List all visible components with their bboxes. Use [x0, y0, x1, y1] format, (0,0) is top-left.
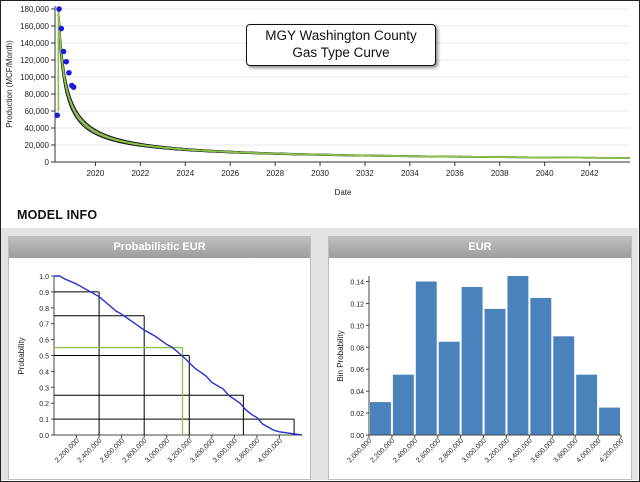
probabilistic-eur-chart: 0.0 0.1 0.2 0.3 0.4 0.5 0.6 0.7 0.8 0.9 1.0 2,200,…: [17, 274, 303, 464]
eur-y-tick-label: 0.08: [350, 345, 364, 352]
eur-bar: [370, 402, 391, 435]
type-curve-x-tick-label: 2028: [266, 169, 284, 178]
eur-y-tick-label: 0.14: [350, 279, 364, 286]
prob-y-tick-label: 0.3: [39, 385, 49, 392]
eur-y-tick-label: 0.02: [350, 411, 364, 418]
type-curve-y-tick-label: 0: [45, 158, 50, 167]
prob-y-tick-label: 0.1: [39, 417, 49, 424]
eur-y-tick-label: 0.12: [350, 301, 364, 308]
chart-title-line1: MGY Washington County: [265, 28, 417, 43]
type-curve-chart: 0 20,000 40,000 60,000 80,000 100,000 120,000 1…: [5, 5, 630, 197]
probability-curve: [54, 275, 303, 436]
type-curve-x-tick-label: 2038: [491, 169, 509, 178]
eur-bar: [415, 281, 437, 435]
eur-x-tick-label: 4,200,000: [598, 437, 625, 464]
type-curve-x-tick-label: 2032: [356, 169, 374, 178]
prob-y-tick-label: 0.8: [39, 306, 49, 313]
type-curve-data-point: [60, 48, 67, 55]
probabilistic-eur-header: Probabilistic EUR: [9, 237, 310, 258]
type-curve-x-label: Date: [335, 188, 352, 197]
prob-guide-lines: [54, 291, 295, 435]
eur-bar: [530, 297, 552, 435]
type-curve-y-tick-label: 60,000: [25, 107, 50, 116]
type-curve-x-tick-label: 2030: [311, 169, 329, 178]
eur-bar: [599, 407, 620, 435]
type-curve-x-tick-label: 2026: [221, 169, 239, 178]
type-curve-y-tick-label: 140,000: [20, 39, 49, 48]
prob-y-label: Probability: [17, 337, 26, 374]
prob-y-ticks: 0.0 0.1 0.2 0.3 0.4 0.5 0.6 0.7 0.8 0.9 1.0: [39, 274, 54, 440]
eur-y-tick-label: 0.10: [350, 323, 364, 330]
eur-y-tick-label: 0.00: [350, 433, 364, 440]
eur-bar: [484, 308, 506, 435]
eur-bar: [392, 374, 414, 435]
probabilistic-eur-panel: Probabilistic EUR 0.0 0.1 0.2 0.3 0.4 0.5 0.6 0…: [8, 236, 311, 480]
eur-bar: [553, 336, 575, 435]
eur-bar: [461, 286, 483, 435]
type-curve-data-point: [56, 6, 62, 12]
type-curve-data-point: [70, 84, 77, 90]
type-curve-data-point: [58, 25, 65, 32]
prob-x-tick-label: 4,000,000: [257, 437, 284, 464]
prob-y-tick-label: 0.5: [39, 354, 49, 361]
prob-p50-lines: [54, 346, 184, 435]
type-curve-y-tick-label: 100,000: [20, 73, 49, 82]
prob-y-tick-label: 0.7: [39, 322, 49, 329]
prob-y-tick-label: 0.2: [39, 401, 49, 408]
type-curve-x-ticks: 2020 2022 2024 2026 2028 2030 2032 2034 2036 2038…: [87, 162, 599, 178]
eur-x-ticks: 2,000,0002,200,0002,400,0002,600,0002,80…: [346, 435, 625, 464]
eur-y-tick-label: 0.06: [350, 367, 364, 374]
type-curve-x-tick-label: 2036: [446, 169, 464, 178]
prob-y-tick-label: 0.0: [39, 433, 49, 440]
eur-panel: EUR 0.00 0.02 0.04 0.06 0.08 0.10 0.12 0.14 2,0…: [328, 236, 632, 480]
type-curve-y-tick-label: 40,000: [25, 124, 50, 133]
type-curve-y-tick-label: 120,000: [20, 56, 49, 65]
prob-y-tick-label: 0.9: [39, 290, 49, 297]
eur-y-label: Bin Probability: [336, 330, 345, 381]
type-curve-fit-line: [57, 8, 630, 159]
eur-bars: [370, 276, 620, 435]
prob-y-tick-label: 0.4: [39, 369, 49, 376]
type-curve-x-tick-label: 2034: [401, 169, 419, 178]
type-curve-x-tick-label: 2020: [87, 169, 105, 178]
type-curve-gridlines: [55, 8, 630, 146]
eur-bar: [507, 276, 529, 435]
type-curve-points: [54, 6, 77, 119]
eur-y-ticks: 0.00 0.02 0.04 0.06 0.08 0.10 0.12 0.14: [350, 279, 369, 440]
type-curve-x-tick-label: 2022: [131, 169, 149, 178]
prob-y-tick-label: 0.6: [39, 338, 49, 345]
type-curve-data-point: [66, 69, 72, 76]
eur-y-tick-label: 0.04: [350, 389, 364, 396]
type-curve-y-tick-label: 20,000: [25, 141, 50, 150]
eur-histogram: 0.00 0.02 0.04 0.06 0.08 0.10 0.12 0.14 2,000,0…: [336, 276, 625, 464]
prob-y-tick-label: 1.0: [39, 274, 49, 281]
type-curve-x-tick-label: 2024: [176, 169, 194, 178]
type-curve-y-tick-label: 80,000: [25, 90, 50, 99]
eur-bar: [438, 341, 460, 435]
model-info-heading: MODEL INFO: [17, 208, 98, 222]
type-curve-y-tick-label: 160,000: [20, 22, 49, 31]
type-curve-y-ticks: 0 20,000 40,000 60,000 80,000 100,000 120,000 1…: [20, 5, 55, 167]
type-curve-series: [57, 8, 630, 159]
chart-title-line2: Gas Type Curve: [292, 45, 390, 60]
type-curve-data-point: [63, 58, 70, 65]
chart-title-box: MGY Washington County Gas Type Curve: [246, 24, 436, 66]
type-curve-x-tick-label: 2040: [536, 169, 554, 178]
type-curve-y-tick-label: 180,000: [20, 5, 49, 14]
type-curve-y-label: Production (MCF/Month): [5, 40, 14, 128]
type-curve-x-tick-label: 2042: [581, 169, 599, 178]
prob-x-ticks: 2,200,0002,400,0002,600,0002,800,0003,00…: [54, 435, 284, 464]
type-curve-data-point: [54, 112, 61, 119]
eur-bar: [576, 374, 598, 435]
eur-header: EUR: [329, 237, 631, 258]
